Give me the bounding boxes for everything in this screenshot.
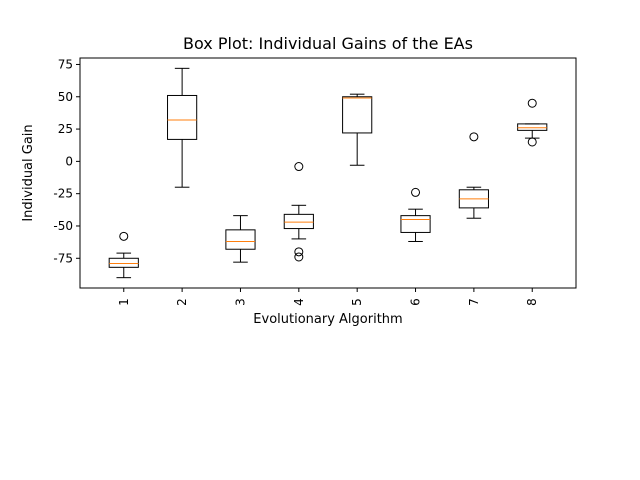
box-group-6 xyxy=(400,187,431,242)
x-axis-label: Evolutionary Algorithm xyxy=(253,312,402,327)
y-tick-label: -25 xyxy=(53,187,73,201)
box xyxy=(342,96,373,134)
box xyxy=(167,94,198,140)
x-tick-label: 8 xyxy=(525,298,539,306)
box xyxy=(108,257,139,268)
y-tick-label: 25 xyxy=(58,122,73,136)
y-tick-label: 75 xyxy=(58,57,73,71)
flier-point xyxy=(294,162,304,172)
flier-point xyxy=(294,252,304,262)
flier-point xyxy=(527,98,537,108)
y-tick-label: -50 xyxy=(53,219,73,233)
flier-point xyxy=(411,187,421,197)
box xyxy=(517,123,548,131)
x-tick-label: 7 xyxy=(467,298,481,306)
plot-area xyxy=(108,67,548,279)
flier-point xyxy=(527,137,537,147)
x-tick-label: 4 xyxy=(292,298,306,306)
box-group-4 xyxy=(283,162,314,262)
box-group-2 xyxy=(167,67,198,188)
y-tick-label: -75 xyxy=(53,251,73,265)
box-group-5 xyxy=(342,93,373,166)
box-group-1 xyxy=(108,231,139,279)
x-tick-label: 1 xyxy=(117,298,131,306)
box xyxy=(400,215,431,233)
y-axis-label: Individual Gain xyxy=(21,124,36,221)
flier-point xyxy=(469,132,479,142)
chart-title: Box Plot: Individual Gains of the EAs xyxy=(183,34,473,53)
x-tick-label: 3 xyxy=(233,298,247,306)
box xyxy=(225,229,256,250)
flier-point xyxy=(294,247,304,257)
axes-frame xyxy=(79,57,577,289)
box xyxy=(283,213,314,230)
x-tick-label: 6 xyxy=(409,298,423,306)
y-tick-label: 50 xyxy=(58,90,73,104)
y-tick-label: 0 xyxy=(65,154,73,168)
box-group-8 xyxy=(517,98,548,147)
box-group-7 xyxy=(458,132,489,219)
x-axis: 1 2 3 4 5 6 7 8 xyxy=(117,288,539,306)
x-tick-label: 2 xyxy=(175,298,189,306)
flier-point xyxy=(119,231,129,241)
box-group-3 xyxy=(225,215,256,263)
x-tick-label: 5 xyxy=(350,298,364,306)
y-axis: -75 -50 -25 0 25 50 75 xyxy=(53,57,80,265)
